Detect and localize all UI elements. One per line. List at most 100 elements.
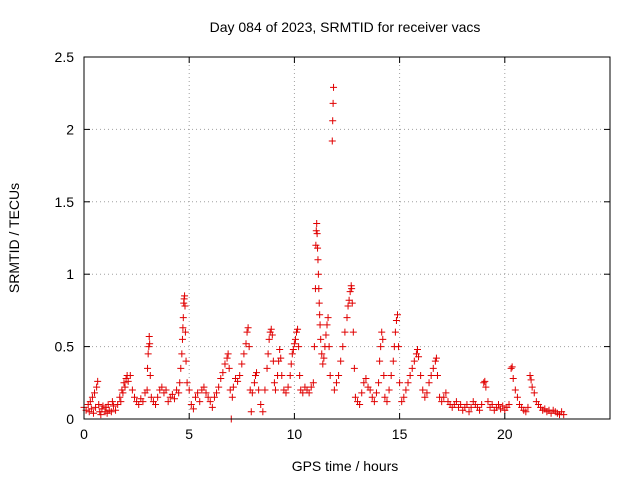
data-point [244,324,252,332]
data-point [421,393,429,401]
data-point [330,83,338,91]
data-point [527,376,535,384]
y-tick-label: 0.5 [55,339,75,355]
data-point [312,227,320,235]
data-point [182,357,190,365]
data-point [408,364,416,372]
data-point [221,360,229,368]
data-point [181,292,189,300]
data-point [257,401,265,409]
data-point [432,354,440,362]
data-point [255,386,263,394]
data-point [128,386,136,394]
y-axis-ticks: 0 0.5 1 1.5 2 2.5 [55,49,610,427]
data-point [358,389,366,397]
data-point [433,372,441,380]
data-point [330,386,338,394]
data-point [322,331,330,339]
data-point [286,372,294,380]
data-point [313,230,321,238]
data-point [476,406,484,414]
data-point [465,408,473,416]
data-point [245,343,253,351]
data-point [263,364,271,372]
data-point [376,357,384,365]
data-point [183,379,191,387]
data-point [130,393,138,401]
x-tick-label: 5 [185,426,193,442]
data-point [158,383,166,391]
data-point [314,256,322,264]
data-point [393,311,401,319]
data-point [377,343,385,351]
data-point [326,372,334,380]
data-point [305,389,313,397]
data-point [124,377,132,385]
data-point [467,403,475,411]
data-point [277,354,285,362]
data-point [410,357,418,365]
data-point [481,377,489,385]
data-point [508,363,516,371]
plot-frame [83,56,611,420]
data-point [478,401,486,409]
data-point [251,372,259,380]
data-point [379,335,387,343]
data-point [494,401,502,409]
data-point [139,398,147,406]
data-point [112,406,120,414]
data-point [295,343,303,351]
data-point [204,393,212,401]
data-point [332,379,340,387]
data-point [200,383,208,391]
data-point [91,389,99,397]
data-point [192,393,200,401]
data-point [499,402,507,410]
data-point [296,372,304,380]
data-point [278,372,286,380]
data-point [276,345,284,353]
data-point [116,393,124,401]
data-point [513,393,521,401]
data-point [118,386,126,394]
x-tick-label: 10 [287,426,303,442]
x-tick-label: 20 [497,426,513,442]
data-point [178,350,186,358]
data-point [427,372,435,380]
data-point [507,364,515,372]
x-tick-label: 0 [80,426,88,442]
data-point [107,408,115,416]
data-point [341,328,349,336]
grid-lines [84,57,610,419]
data-point [88,393,96,401]
data-point [226,386,234,394]
data-point [185,386,193,394]
data-point [381,393,389,401]
data-point [383,398,391,406]
data-point [312,241,320,249]
data-point [202,389,210,397]
data-point [144,364,152,372]
data-point [423,389,431,397]
chart-title: Day 084 of 2023, SRMTID for receiver vac… [210,19,481,35]
data-point [337,357,345,365]
data-point [282,389,290,397]
data-point [168,390,176,398]
data-point [387,372,395,380]
data-point [170,395,178,403]
data-point [98,405,106,413]
data-point [402,386,410,394]
data-point [526,372,534,380]
data-point [267,325,275,333]
data-point [120,379,128,387]
data-point [164,398,172,406]
data-point [145,332,153,340]
data-point [325,343,333,351]
data-point [351,393,359,401]
data-point [360,379,368,387]
data-point [177,364,185,372]
data-point [189,405,197,413]
data-point [224,350,232,358]
data-point [329,117,337,125]
